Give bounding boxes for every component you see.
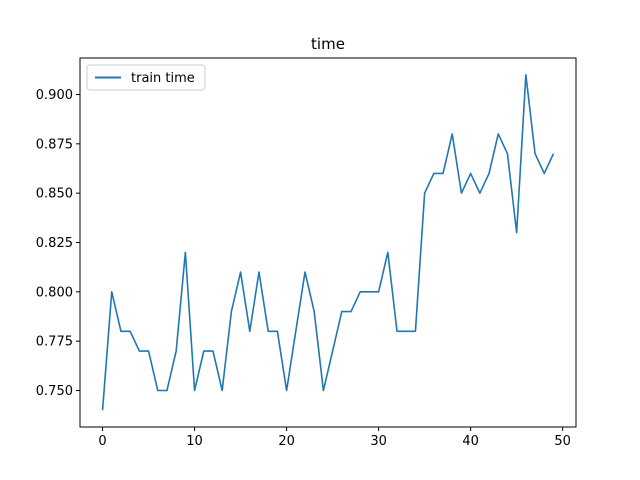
- legend: train time: [86, 64, 206, 91]
- x-tick-label: 40: [462, 434, 479, 449]
- y-tick-label: 0.800: [36, 285, 73, 300]
- legend-box: [86, 64, 206, 91]
- plot-frame: [79, 57, 577, 428]
- x-tick-label: 10: [186, 434, 203, 449]
- plot-series: [101, 73, 555, 411]
- x-tick-label: 30: [370, 434, 387, 449]
- legend-label: train time: [131, 71, 195, 86]
- chart-title: time: [311, 35, 345, 53]
- y-tick-label: 0.825: [36, 236, 73, 251]
- y-tick-label: 0.900: [36, 88, 73, 103]
- x-tick-label: 0: [98, 434, 106, 449]
- y-tick-label: 0.875: [36, 137, 73, 152]
- y-tick-label: 0.775: [36, 335, 73, 350]
- x-tick-label: 50: [554, 434, 571, 449]
- y-tick-label: 0.850: [36, 187, 73, 202]
- y-axis: 0.750 0.775 0.800 0.825 0.850 0.875 0.900: [36, 88, 80, 399]
- series-line-train-time: [101, 73, 555, 411]
- x-axis: 0 10 20 30 40 50: [98, 427, 571, 449]
- y-tick-label: 0.750: [36, 384, 73, 399]
- x-tick-label: 20: [278, 434, 295, 449]
